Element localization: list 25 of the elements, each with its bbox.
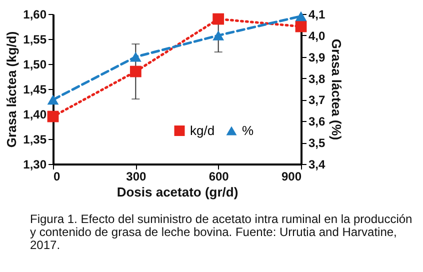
y-tick-label: 1,60 [23, 8, 47, 22]
y2-tick-label: 3,4 [308, 158, 326, 172]
y2-tick-label: 4,1 [308, 8, 326, 22]
y-tick-label: 1,45 [23, 82, 47, 96]
x-tick-label: 900 [281, 170, 302, 184]
y2-tick-label: 3,5 [308, 136, 326, 150]
y-tick-label: 1,35 [23, 132, 47, 146]
y-tick-label: 1,55 [23, 32, 47, 46]
y-axis-title: Grasa láctea (kg/d) [4, 31, 20, 148]
y2-tick-label: 3,8 [308, 72, 326, 86]
legend-label: kg/d [190, 122, 215, 138]
y-tick-label: 1,30 [23, 158, 47, 172]
y2-tick-label: 3,9 [308, 50, 326, 64]
y-tick-label: 1,40 [23, 108, 47, 122]
y2-axis-title: Grasa láctea (%) [329, 38, 344, 140]
y2-tick-label: 3,7 [308, 93, 326, 108]
text: Figura 1. Efecto del suministro de acetato intra ruminal en la producción y contenido de grasa de leche bovina. Fuente: Urrutia and Harvatine, 2017. [30, 212, 413, 252]
legend-label: % [242, 122, 254, 138]
y-tick-label: 1,50 [23, 58, 47, 72]
y2-tick-label: 4,0 [308, 28, 326, 43]
x-tick-label: 0 [54, 170, 60, 184]
x-axis-title: Dosis acetato (gr/d) [116, 184, 238, 200]
y2-tick-label: 3,6 [308, 114, 326, 129]
x-tick-label: 300 [126, 170, 146, 184]
x-tick-label: 600 [208, 170, 230, 184]
